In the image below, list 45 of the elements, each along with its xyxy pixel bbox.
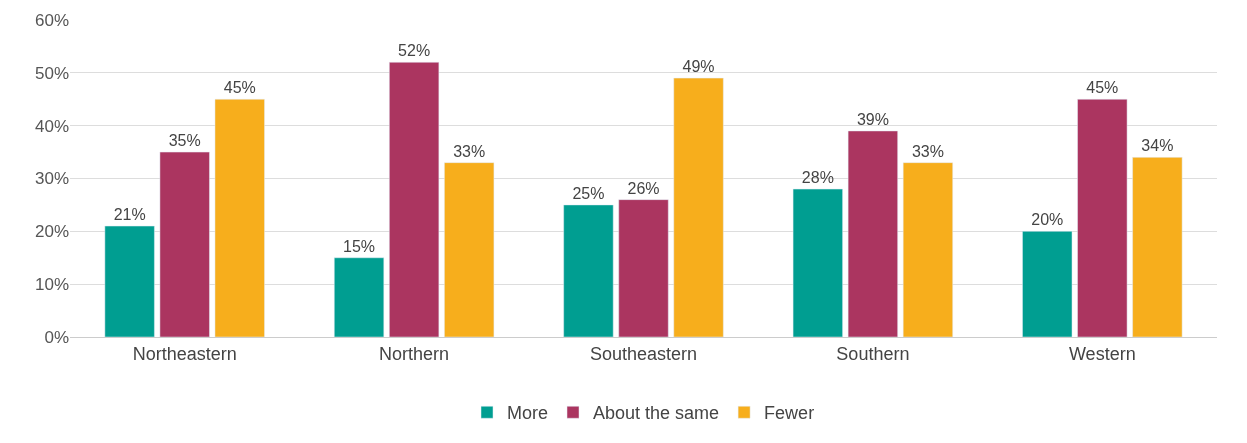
bar <box>159 151 210 337</box>
legend-label: About the same <box>593 403 720 424</box>
y-tick-label: 50% <box>34 63 69 83</box>
data-label: 28% <box>801 169 834 187</box>
bar <box>1132 157 1183 337</box>
y-tick-label: 0% <box>44 327 69 347</box>
data-label: 34% <box>1141 137 1174 155</box>
bar <box>214 99 265 337</box>
data-label: 35% <box>168 132 201 150</box>
x-tick-label: Southeastern <box>589 343 698 364</box>
bar <box>563 204 614 337</box>
data-label: 49% <box>682 58 715 76</box>
y-tick-label: 40% <box>34 116 69 136</box>
data-label: 33% <box>911 142 944 160</box>
data-label: 25% <box>572 184 605 202</box>
data-label: 15% <box>343 237 376 255</box>
y-tick-label: 30% <box>34 169 69 189</box>
bar <box>618 199 669 337</box>
legend-label: Fewer <box>764 403 815 424</box>
y-tick-label: 10% <box>34 275 69 295</box>
data-label: 26% <box>627 179 660 197</box>
y-tick-label: 20% <box>34 222 69 242</box>
x-tick-label: Western <box>1068 343 1136 364</box>
bar <box>104 225 155 337</box>
bar <box>673 77 724 337</box>
bar <box>444 162 495 337</box>
x-tick-label: Southern <box>836 343 910 364</box>
data-label: 45% <box>223 79 256 97</box>
bar <box>334 257 385 337</box>
bar <box>792 188 843 337</box>
data-label: 20% <box>1031 211 1064 229</box>
x-tick-label: Northeastern <box>132 343 237 364</box>
data-label: 21% <box>113 206 146 224</box>
data-label: 33% <box>453 142 486 160</box>
bar <box>1022 231 1073 337</box>
bar <box>389 62 440 337</box>
legend-label: More <box>507 403 549 424</box>
x-tick-label: Northern <box>379 343 450 364</box>
y-tick-label: 60% <box>34 10 69 30</box>
data-label: 45% <box>1086 79 1119 97</box>
bar <box>847 130 898 337</box>
data-label: 52% <box>398 42 431 60</box>
bar <box>902 162 953 337</box>
bar <box>1077 99 1128 337</box>
data-label: 39% <box>856 110 889 128</box>
